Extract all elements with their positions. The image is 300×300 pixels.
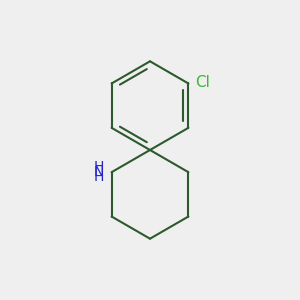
Text: H: H (94, 170, 104, 184)
Text: Cl: Cl (196, 74, 210, 89)
Text: H: H (94, 160, 104, 174)
Text: N: N (94, 165, 104, 179)
